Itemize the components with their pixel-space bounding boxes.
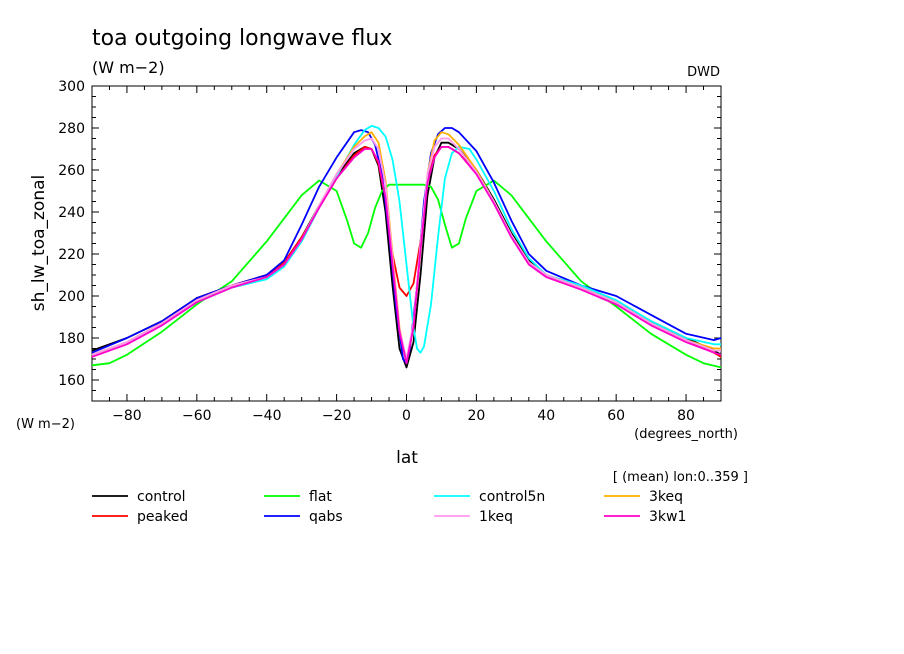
x-axis-units: (degrees_north) [634, 427, 738, 442]
legend-label: 3kw1 [649, 509, 686, 525]
legend-item-qabs: qabs [264, 509, 343, 525]
chart-subtitle: (W m−2) [92, 58, 165, 77]
legend-label: peaked [137, 509, 188, 525]
y-tick-label: 300 [58, 79, 85, 95]
series-line-control [91, 141, 722, 369]
legend-item-3kw1: 3kw1 [604, 509, 686, 525]
y-tick-label: 260 [58, 163, 85, 179]
series-line-qabs [91, 127, 722, 365]
chart-source: DWD [687, 65, 720, 80]
series-lines [91, 125, 722, 369]
x-axis: −80 −60 −40 −20 0 20 40 60 80 [91, 86, 722, 424]
x-axis-label: lat [396, 448, 418, 468]
legend-label: 1keq [479, 509, 513, 525]
x-tick-label: 20 [467, 408, 485, 424]
series-line-flat [91, 179, 722, 369]
legend-label: control5n [479, 489, 545, 505]
legend-item-control5n: control5n [434, 489, 545, 505]
x-tick-label: −80 [112, 408, 142, 424]
y-axis-units: (W m−2) [16, 417, 75, 432]
legend-label: qabs [309, 509, 343, 525]
legend-item-flat: flat [264, 489, 332, 505]
x-tick-label: 60 [607, 408, 625, 424]
x-tick-label: −60 [182, 408, 212, 424]
x-tick-label: 80 [677, 408, 695, 424]
legend-item-3keq: 3keq [604, 489, 683, 505]
x-tick-label: 0 [402, 408, 411, 424]
y-tick-label: 160 [58, 373, 85, 389]
y-tick-label: 240 [58, 205, 85, 221]
legend-item-peaked: peaked [92, 509, 188, 525]
x-tick-label: 40 [537, 408, 555, 424]
plot-frame [91, 85, 722, 402]
y-tick-label: 220 [58, 247, 85, 263]
y-tick-label: 180 [58, 331, 85, 347]
legend-label: control [137, 489, 186, 505]
chart-title: toa outgoing longwave flux [92, 26, 392, 51]
chart-note: [ (mean) lon:0..359 ] [613, 470, 748, 485]
legend: control flat control5n 3keq peaked qabs 1keq 3k… [92, 489, 686, 525]
y-tick-label: 280 [58, 121, 85, 137]
x-tick-label: −20 [322, 408, 352, 424]
y-axis: 160 180 200 220 240 260 280 300 [58, 79, 721, 402]
legend-label: 3keq [649, 489, 683, 505]
legend-item-1keq: 1keq [434, 509, 513, 525]
y-tick-label: 200 [58, 289, 85, 305]
series-line-control5n [91, 125, 721, 356]
series-line-peaked [91, 145, 722, 358]
x-tick-label: −40 [252, 408, 282, 424]
series-line-1keq [91, 137, 721, 360]
series-line-3kw1 [91, 145, 722, 365]
y-axis-label: sh_lw_toa_zonal [29, 175, 49, 311]
legend-item-control: control [92, 489, 186, 505]
series-line-3keq [91, 131, 721, 365]
legend-label: flat [309, 489, 332, 505]
